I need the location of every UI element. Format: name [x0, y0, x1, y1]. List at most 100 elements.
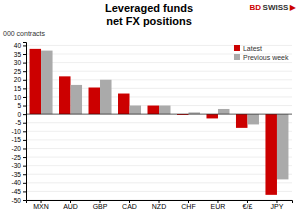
y-tick-mark — [23, 174, 26, 175]
series — [30, 49, 277, 195]
y-tick-mark — [23, 106, 26, 107]
annotations: BDSWISS▶ — [250, 3, 297, 12]
x-tick: EUR — [211, 200, 226, 210]
x-tick-label: AUD — [63, 203, 78, 210]
y-tick-label: -40 — [12, 179, 22, 186]
y-tick: -45 — [12, 188, 26, 195]
x-tick: AUD — [63, 200, 78, 210]
y-tick: 5 — [17, 102, 26, 109]
legend-item: Latest — [234, 45, 262, 52]
bar — [277, 114, 289, 179]
y-tick: -20 — [12, 145, 26, 152]
y-tick: 25 — [14, 68, 26, 75]
x-tick: CAD — [122, 200, 137, 210]
y-tick-label: 25 — [14, 68, 22, 75]
y-tick: -5 — [15, 119, 26, 126]
bar — [71, 85, 83, 114]
y-tick-label: 5 — [17, 102, 21, 109]
annotation: SWISS — [263, 3, 289, 12]
y-tick-mark — [23, 200, 26, 201]
bar — [236, 114, 248, 128]
grid-line — [26, 174, 292, 175]
y-tick: -25 — [12, 154, 26, 161]
grid-line — [26, 139, 292, 140]
grid-line — [26, 157, 292, 158]
legend: Latest Previous week — [234, 45, 289, 61]
x-tick: CHF — [181, 200, 195, 210]
y-tick-label: 0 — [17, 111, 21, 118]
bar — [147, 106, 159, 115]
y-tick-mark — [23, 140, 26, 141]
y-tick-mark — [23, 80, 26, 81]
y-tick: -40 — [12, 179, 26, 186]
y-tick-label: -45 — [12, 188, 22, 195]
legend-item: Previous week — [234, 54, 289, 61]
y-tick: -15 — [12, 136, 26, 143]
y-tick: 20 — [14, 76, 26, 83]
grid-line — [26, 148, 292, 149]
x-tick-label: GBP — [93, 203, 108, 210]
y-tick-mark — [23, 157, 26, 158]
y-axis: -50 -45 -40-35 -30-25 -20 -15-10 -50 510 15 2025 3… — [12, 42, 27, 204]
x-tick-label: CHF — [181, 203, 195, 210]
x-axis: MXN AUD GBP CAD NZD CHF EUR €/£ JPY — [27, 200, 293, 210]
y-tick: -10 — [12, 128, 26, 135]
title: Leveraged funds — [105, 2, 193, 14]
series — [41, 51, 288, 180]
y-tick-label: -25 — [12, 154, 22, 161]
y-tick-mark — [23, 191, 26, 192]
bar — [41, 51, 53, 115]
y-tick-label: -15 — [12, 136, 22, 143]
y-tick: 10 — [14, 94, 26, 101]
grid-line — [26, 165, 292, 166]
y-tick: -35 — [12, 171, 26, 178]
x-tick: €/£ — [243, 200, 253, 210]
legend-swatch — [234, 45, 240, 51]
bar — [30, 49, 42, 114]
y-tick: 30 — [14, 59, 26, 66]
y-tick-label: -30 — [12, 162, 22, 169]
y-tick-label: -10 — [12, 128, 22, 135]
y-tick-mark — [23, 148, 26, 149]
x-tick-label: JPY — [271, 203, 284, 210]
grid-line — [26, 62, 292, 63]
y-tick: -50 — [12, 197, 26, 204]
y-tick-mark — [23, 131, 26, 132]
y-tick-mark — [23, 97, 26, 98]
grid-line — [26, 131, 292, 132]
y-tick-mark — [23, 45, 26, 46]
annotation: ▶ — [290, 3, 297, 12]
y-tick-mark — [23, 71, 26, 72]
y-tick: 15 — [14, 85, 26, 92]
x-tick: NZD — [152, 200, 166, 210]
y-tick-label: 30 — [14, 59, 22, 66]
x-tick: MXN — [33, 200, 49, 210]
legend-label: Previous week — [243, 54, 289, 61]
y-tick: 40 — [14, 42, 26, 49]
y-tick: 0 — [17, 111, 26, 118]
bar — [100, 80, 112, 114]
y-tick: -30 — [12, 162, 26, 169]
y-tick-label: -50 — [12, 197, 22, 204]
bar — [59, 76, 71, 114]
bar — [118, 94, 130, 115]
x-tick-label: €/£ — [243, 203, 253, 210]
bar — [159, 106, 171, 115]
y-tick: 35 — [14, 51, 26, 58]
y-axis-title: 000 contracts — [3, 30, 46, 37]
plot: -50 -45 -40-35 -30-25 -20 -15-10 -50 510 15 2025 3… — [12, 42, 293, 210]
y-tick-mark — [23, 63, 26, 64]
y-tick-label: -20 — [12, 145, 22, 152]
y-tick-mark — [23, 54, 26, 55]
grid — [26, 45, 292, 200]
y-tick-label: 10 — [14, 94, 22, 101]
bar — [247, 114, 259, 124]
y-tick-mark — [23, 123, 26, 124]
x-tick-label: NZD — [152, 203, 166, 210]
y-tick-mark — [23, 114, 26, 115]
y-tick-label: 40 — [14, 42, 22, 49]
legend-swatch — [234, 54, 240, 60]
y-tick-label: 15 — [14, 85, 22, 92]
y-tick-label: 20 — [14, 76, 22, 83]
y-tick-mark — [23, 166, 26, 167]
